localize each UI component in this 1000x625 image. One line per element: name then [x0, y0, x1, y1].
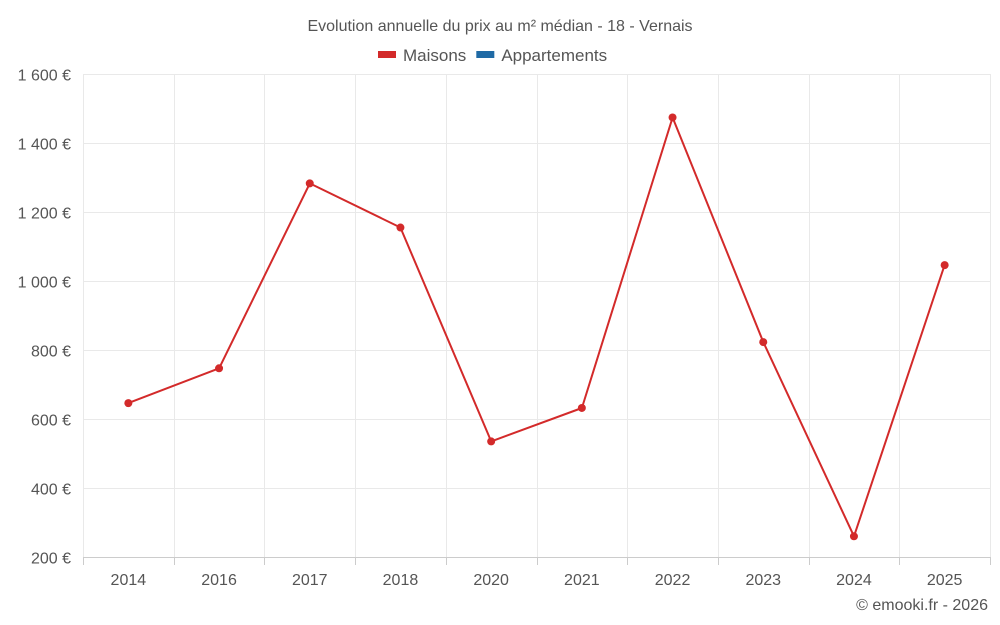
legend[interactable]: Maisons Appartements	[378, 46, 607, 65]
legend-label: Appartements	[501, 46, 607, 65]
y-tick-label: 600 €	[31, 413, 71, 430]
data-point-2017[interactable]	[305, 179, 314, 188]
x-tick-label: 2020	[473, 572, 509, 589]
chart-title: Evolution annuelle du prix au m² médian …	[307, 18, 692, 35]
data-point-2014[interactable]	[124, 399, 133, 408]
legend-swatch	[378, 51, 396, 58]
vertical-gridlines	[83, 74, 991, 557]
x-tick-label: 2024	[836, 572, 872, 589]
data-point-2020[interactable]	[487, 437, 496, 446]
x-tick-label: 2025	[927, 572, 963, 589]
y-tick-label: 200 €	[31, 551, 71, 568]
credit-text: © emooki.fr - 2026	[856, 597, 988, 614]
horizontal-gridlines	[83, 74, 990, 489]
x-tick-label: 2018	[383, 572, 419, 589]
data-point-2021[interactable]	[577, 403, 586, 412]
x-axis-ticks: 2014 2016 2017 2018 2020 2021 2022 2023 2024 2025	[83, 557, 991, 589]
y-tick-label: 1 600 €	[18, 68, 71, 85]
y-axis-ticks: 200 € 400 € 600 € 800 € 1 000 € 1 200 € 1 400 …	[18, 68, 71, 568]
y-tick-label: 1 400 €	[18, 137, 71, 154]
series-lines	[127, 116, 946, 538]
x-tick-label: 2017	[292, 572, 328, 589]
series-line-maisons	[127, 116, 946, 538]
data-point-2024[interactable]	[849, 532, 858, 541]
x-tick-label: 2014	[111, 572, 147, 589]
legend-swatch	[476, 51, 495, 58]
series-points[interactable]	[124, 113, 949, 541]
x-tick-label: 2022	[655, 572, 691, 589]
y-tick-label: 800 €	[31, 344, 71, 361]
y-tick-label: 1 200 €	[18, 206, 71, 223]
data-point-2023[interactable]	[759, 338, 768, 347]
data-point-2025[interactable]	[940, 261, 949, 270]
data-point-2018[interactable]	[396, 223, 405, 232]
x-tick-label: 2016	[201, 572, 237, 589]
x-tick-label: 2023	[745, 572, 781, 589]
data-point-2016[interactable]	[215, 364, 224, 373]
y-tick-label: 1 000 €	[18, 275, 71, 292]
legend-item-maisons[interactable]: Maisons	[378, 46, 466, 65]
data-point-2022[interactable]	[668, 113, 677, 122]
x-tick-label: 2021	[564, 572, 600, 589]
legend-item-appartements[interactable]: Appartements	[476, 46, 607, 65]
y-tick-label: 400 €	[31, 482, 71, 499]
legend-label: Maisons	[403, 46, 466, 65]
